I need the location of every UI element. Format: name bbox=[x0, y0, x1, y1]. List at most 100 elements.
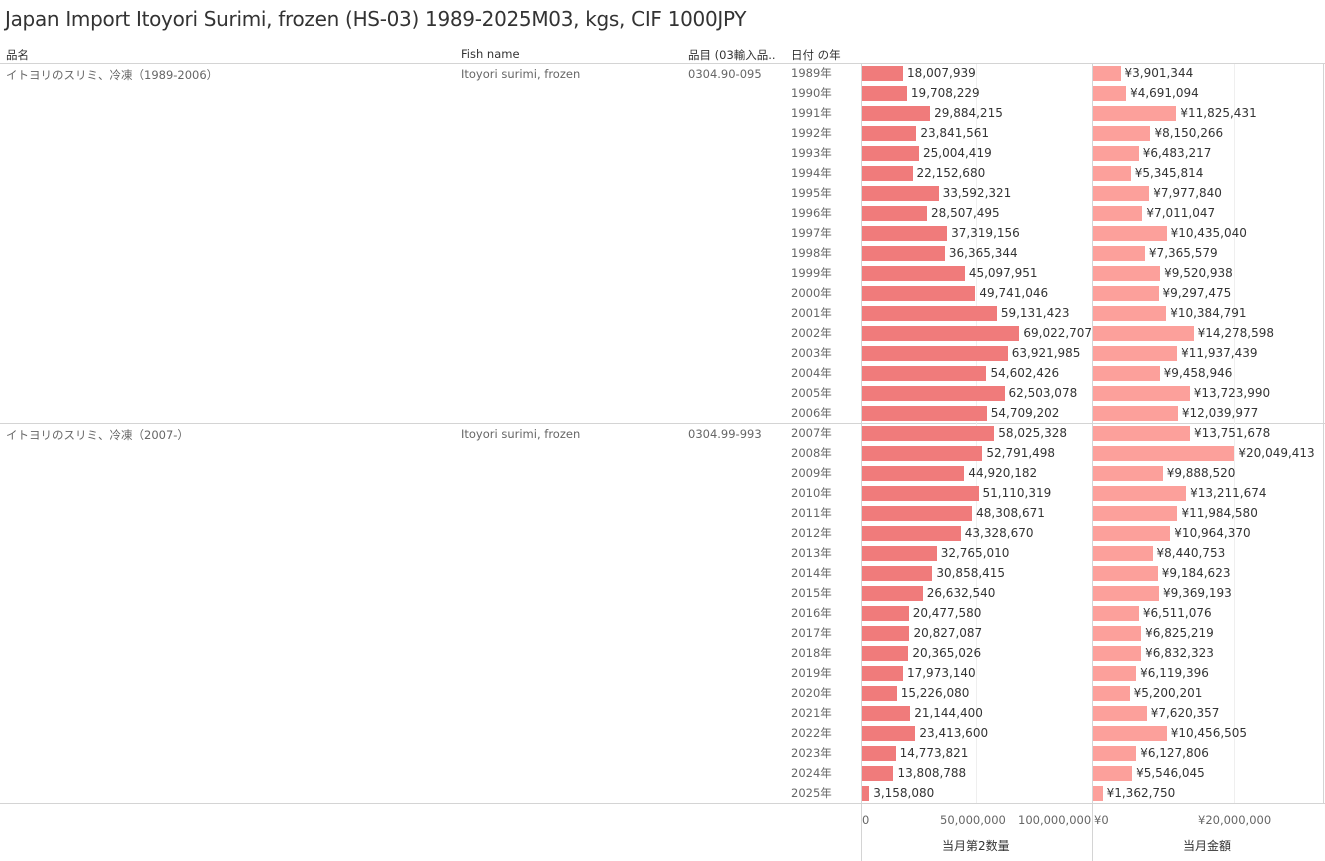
amt-bar[interactable] bbox=[1093, 606, 1139, 621]
qty-bar[interactable] bbox=[862, 646, 909, 661]
qty-bar[interactable] bbox=[862, 546, 937, 561]
qty-value-label: 29,884,215 bbox=[934, 106, 1003, 120]
qty-bar[interactable] bbox=[862, 506, 973, 521]
qty-bar[interactable] bbox=[862, 366, 987, 381]
qty-value-label: 63,921,985 bbox=[1011, 346, 1081, 360]
year-label: 2022年 bbox=[791, 726, 832, 740]
qty-bar[interactable] bbox=[862, 446, 983, 461]
amt-bar[interactable] bbox=[1093, 506, 1178, 521]
qty-bar[interactable] bbox=[862, 266, 965, 281]
qty-bar[interactable] bbox=[862, 486, 979, 501]
year-label: 2010年 bbox=[791, 486, 832, 500]
qty-bar[interactable] bbox=[862, 86, 907, 101]
amt-bar[interactable] bbox=[1093, 266, 1161, 281]
qty-bar[interactable] bbox=[862, 186, 939, 201]
year-label: 2014年 bbox=[791, 566, 832, 580]
qty-bar[interactable] bbox=[862, 386, 1005, 401]
amt-bar[interactable] bbox=[1093, 326, 1194, 341]
amt-bar[interactable] bbox=[1093, 446, 1235, 461]
year-label: 1995年 bbox=[791, 186, 832, 200]
amt-bar[interactable] bbox=[1093, 726, 1167, 741]
qty-bar[interactable] bbox=[862, 586, 923, 601]
amt-bar[interactable] bbox=[1093, 786, 1103, 801]
qty-bar[interactable] bbox=[862, 626, 910, 641]
amt-bar[interactable] bbox=[1093, 126, 1151, 141]
amt-bar[interactable] bbox=[1093, 406, 1178, 421]
header-item-code[interactable]: 品目 (03輸入品.. bbox=[688, 48, 776, 62]
qty-bar[interactable] bbox=[862, 746, 896, 761]
qty-bar[interactable] bbox=[862, 286, 976, 301]
qty-bar[interactable] bbox=[862, 146, 919, 161]
amt-bar[interactable] bbox=[1093, 746, 1137, 761]
amt-bar[interactable] bbox=[1093, 106, 1177, 121]
amt-bar[interactable] bbox=[1093, 246, 1145, 261]
amt-bar[interactable] bbox=[1093, 706, 1147, 721]
qty-bar[interactable] bbox=[862, 766, 894, 781]
amt-bar[interactable] bbox=[1093, 546, 1153, 561]
qty-bar[interactable] bbox=[862, 226, 948, 241]
qty-bar[interactable] bbox=[862, 526, 961, 541]
qty-bar[interactable] bbox=[862, 686, 897, 701]
amt-bar[interactable] bbox=[1093, 66, 1121, 81]
amt-pane-right-border bbox=[1323, 63, 1324, 804]
qty-bar[interactable] bbox=[862, 166, 913, 181]
qty-bar[interactable] bbox=[862, 246, 945, 261]
qty-value-label: 20,827,087 bbox=[913, 626, 983, 640]
amt-bar[interactable] bbox=[1093, 766, 1133, 781]
amt-bar[interactable] bbox=[1093, 486, 1187, 501]
header-fish-name[interactable]: Fish name bbox=[461, 47, 520, 61]
amt-bar[interactable] bbox=[1093, 686, 1130, 701]
amt-bar[interactable] bbox=[1093, 146, 1139, 161]
amt-value-label: ¥8,150,266 bbox=[1154, 126, 1224, 140]
amt-value-label: ¥5,200,201 bbox=[1133, 686, 1203, 700]
year-label: 2016年 bbox=[791, 606, 832, 620]
qty-bar[interactable] bbox=[862, 346, 1008, 361]
amt-bar[interactable] bbox=[1093, 426, 1190, 441]
amt-value-label: ¥10,384,791 bbox=[1170, 306, 1247, 320]
amt-bar[interactable] bbox=[1093, 206, 1143, 221]
qty-bar[interactable] bbox=[862, 726, 916, 741]
amt-value-label: ¥9,297,475 bbox=[1162, 286, 1232, 300]
qty-bar[interactable] bbox=[862, 206, 927, 221]
amt-bar[interactable] bbox=[1093, 346, 1178, 361]
qty-bar[interactable] bbox=[862, 426, 995, 441]
amt-tick-0: ¥0 bbox=[1094, 813, 1109, 827]
amt-bar[interactable] bbox=[1093, 386, 1190, 401]
amt-bar[interactable] bbox=[1093, 526, 1171, 541]
qty-bar[interactable] bbox=[862, 326, 1020, 341]
amt-bar[interactable] bbox=[1093, 366, 1160, 381]
amt-value-label: ¥9,888,520 bbox=[1166, 466, 1236, 480]
qty-bar[interactable] bbox=[862, 466, 965, 481]
group-1-code: 0304.90-095 bbox=[688, 67, 762, 81]
qty-bar[interactable] bbox=[862, 566, 933, 581]
qty-bar[interactable] bbox=[862, 606, 909, 621]
amt-bar[interactable] bbox=[1093, 306, 1167, 321]
amt-bar[interactable] bbox=[1093, 566, 1158, 581]
qty-bar[interactable] bbox=[862, 406, 987, 421]
qty-bar[interactable] bbox=[862, 66, 904, 81]
amt-bar[interactable] bbox=[1093, 646, 1142, 661]
amt-bar[interactable] bbox=[1093, 626, 1142, 641]
amt-value-label: ¥9,369,193 bbox=[1163, 586, 1232, 600]
amt-bar[interactable] bbox=[1093, 586, 1160, 601]
qty-value-label: 58,025,328 bbox=[998, 426, 1068, 440]
amt-bar[interactable] bbox=[1093, 286, 1159, 301]
amt-bar[interactable] bbox=[1093, 226, 1167, 241]
qty-bar[interactable] bbox=[862, 706, 911, 721]
qty-bar[interactable] bbox=[862, 666, 903, 681]
qty-bar[interactable] bbox=[862, 786, 870, 801]
amt-bar[interactable] bbox=[1093, 166, 1131, 181]
amt-value-label: ¥6,832,323 bbox=[1145, 646, 1214, 660]
amt-bar[interactable] bbox=[1093, 666, 1137, 681]
qty-bar[interactable] bbox=[862, 306, 997, 321]
amt-axis-title: 当月金額 bbox=[1183, 839, 1232, 853]
qty-tick-0: 0 bbox=[862, 813, 870, 827]
header-product-name[interactable]: 品名 bbox=[6, 48, 29, 62]
amt-bar[interactable] bbox=[1093, 466, 1163, 481]
header-year[interactable]: 日付 の年 bbox=[791, 48, 841, 62]
qty-bar[interactable] bbox=[862, 106, 931, 121]
qty-bar[interactable] bbox=[862, 126, 917, 141]
qty-value-label: 26,632,540 bbox=[926, 586, 996, 600]
amt-bar[interactable] bbox=[1093, 186, 1150, 201]
amt-bar[interactable] bbox=[1093, 86, 1127, 101]
